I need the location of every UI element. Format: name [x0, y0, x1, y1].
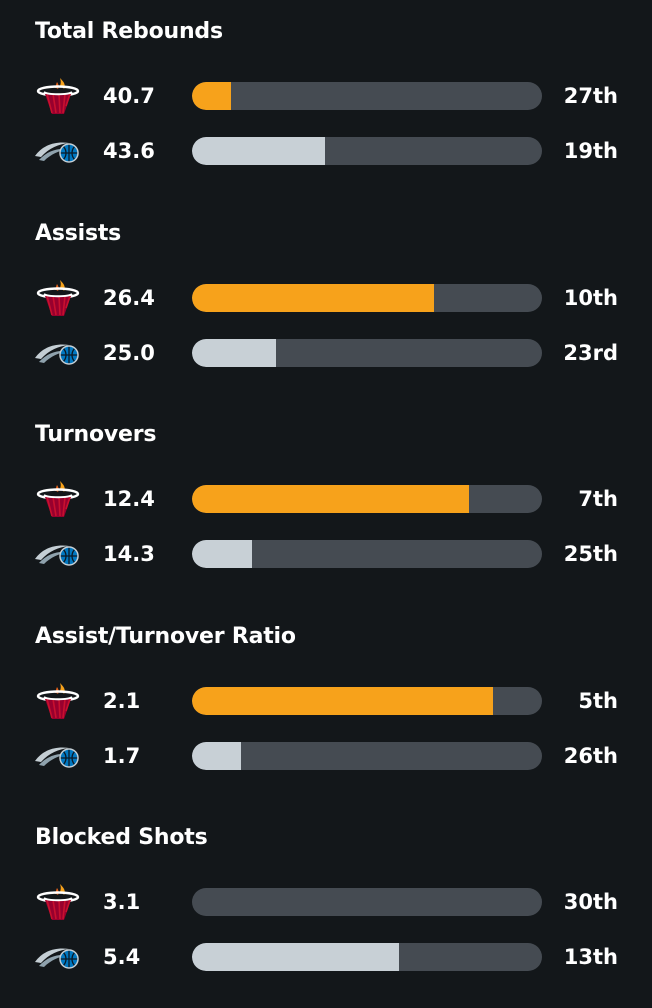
orlando-magic-logo-icon: [33, 736, 83, 776]
stat-section-assists: Assists 26.4 10th: [0, 202, 652, 404]
stat-bar-track: [192, 540, 542, 568]
miami-heat-logo-icon: [33, 76, 83, 116]
league-rank: 23rd: [563, 341, 618, 365]
stat-row-heat: 2.1 5th: [0, 681, 652, 721]
orlando-magic-logo-icon: [33, 534, 83, 574]
stat-bar-track: [192, 943, 542, 971]
stat-row-heat: 26.4 10th: [0, 278, 652, 318]
league-rank: 30th: [563, 890, 618, 914]
stat-value: 25.0: [103, 341, 155, 365]
stat-row-magic: 43.6 19th: [0, 131, 652, 171]
stat-section-total-rebounds: Total Rebounds 40.7 27th: [0, 0, 652, 202]
stat-bar-track: [192, 284, 542, 312]
stat-bar-fill: [192, 284, 434, 312]
stat-bar-track: [192, 485, 542, 513]
stat-bar-track: [192, 137, 542, 165]
stat-row-heat: 3.1 30th: [0, 882, 652, 922]
stat-bar-fill: [192, 339, 276, 367]
league-rank: 26th: [563, 744, 618, 768]
stat-value: 3.1: [103, 890, 141, 914]
league-rank: 5th: [578, 689, 618, 713]
stat-bar-fill: [192, 137, 325, 165]
stat-value: 5.4: [103, 945, 141, 969]
league-rank: 7th: [578, 487, 618, 511]
stat-section-turnovers: Turnovers 12.4 7th: [0, 403, 652, 605]
stat-value: 43.6: [103, 139, 155, 163]
orlando-magic-logo-icon: [33, 333, 83, 373]
stat-value: 1.7: [103, 744, 141, 768]
stat-bar-fill: [192, 540, 252, 568]
orlando-magic-logo-icon: [33, 131, 83, 171]
stat-section-assist-turnover-ratio: Assist/Turnover Ratio 2.1 5th: [0, 605, 652, 807]
stat-row-heat: 12.4 7th: [0, 479, 652, 519]
stat-value: 40.7: [103, 84, 155, 108]
stat-value: 14.3: [103, 542, 155, 566]
stat-value: 2.1: [103, 689, 141, 713]
stat-section-title: Total Rebounds: [35, 19, 223, 44]
orlando-magic-logo-icon: [33, 937, 83, 977]
stat-section-title: Blocked Shots: [35, 825, 208, 850]
stat-bar-fill: [192, 485, 469, 513]
stat-bar-fill: [192, 687, 493, 715]
stat-value: 12.4: [103, 487, 155, 511]
stat-section-title: Assists: [35, 221, 122, 246]
league-rank: 19th: [563, 139, 618, 163]
league-rank: 13th: [563, 945, 618, 969]
stat-bar-track: [192, 687, 542, 715]
stat-bar-track: [192, 742, 542, 770]
miami-heat-logo-icon: [33, 681, 83, 721]
stat-value: 26.4: [103, 286, 155, 310]
league-rank: 27th: [563, 84, 618, 108]
league-rank: 10th: [563, 286, 618, 310]
stat-section-blocked-shots: Blocked Shots 3.1 30th: [0, 806, 652, 1008]
stat-bar-fill: [192, 82, 231, 110]
stat-bar-fill: [192, 943, 399, 971]
stat-row-magic: 1.7 26th: [0, 736, 652, 776]
stat-bar-fill: [192, 742, 241, 770]
stat-section-title: Turnovers: [35, 422, 157, 447]
stat-bar-track: [192, 888, 542, 916]
stat-row-magic: 14.3 25th: [0, 534, 652, 574]
stat-section-title: Assist/Turnover Ratio: [35, 624, 296, 649]
miami-heat-logo-icon: [33, 479, 83, 519]
stat-row-heat: 40.7 27th: [0, 76, 652, 116]
miami-heat-logo-icon: [33, 278, 83, 318]
stat-row-magic: 25.0 23rd: [0, 333, 652, 373]
miami-heat-logo-icon: [33, 882, 83, 922]
stat-row-magic: 5.4 13th: [0, 937, 652, 977]
stat-bar-track: [192, 339, 542, 367]
league-rank: 25th: [563, 542, 618, 566]
stat-bar-track: [192, 82, 542, 110]
